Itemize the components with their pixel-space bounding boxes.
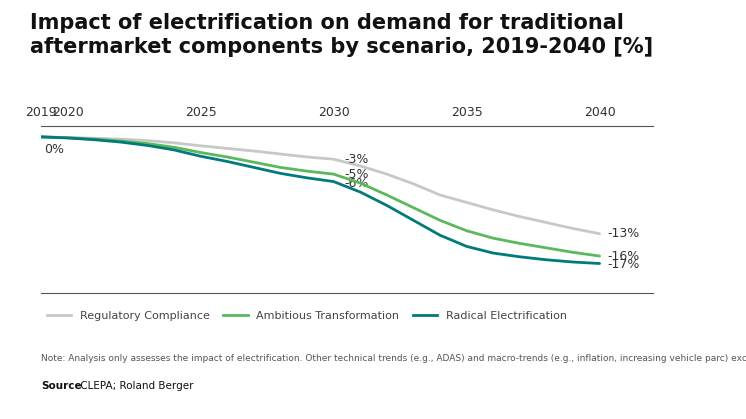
- Text: -17%: -17%: [607, 259, 640, 272]
- Text: -6%: -6%: [344, 176, 369, 189]
- Text: -3%: -3%: [344, 153, 369, 166]
- Text: -13%: -13%: [607, 227, 640, 240]
- Text: -5%: -5%: [344, 168, 369, 181]
- Legend: Regulatory Compliance, Ambitious Transformation, Radical Electrification: Regulatory Compliance, Ambitious Transfo…: [46, 310, 567, 321]
- Text: -16%: -16%: [607, 250, 640, 263]
- Text: Source: Source: [41, 381, 81, 391]
- Text: CLEPA; Roland Berger: CLEPA; Roland Berger: [77, 381, 193, 391]
- Text: Impact of electrification on demand for traditional
aftermarket components by sc: Impact of electrification on demand for …: [30, 13, 653, 57]
- Text: Note: Analysis only assesses the impact of electrification. Other technical tren: Note: Analysis only assesses the impact …: [41, 354, 746, 363]
- Text: 0%: 0%: [44, 143, 63, 156]
